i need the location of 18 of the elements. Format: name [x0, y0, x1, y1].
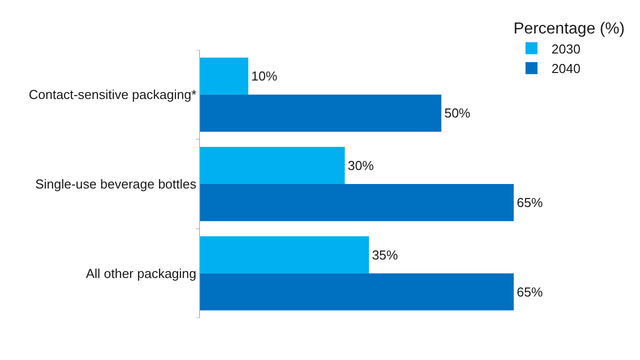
- bar: [200, 273, 514, 310]
- data-label: 35%: [372, 247, 398, 262]
- data-label: 65%: [516, 195, 544, 210]
- data-label: 50%: [444, 106, 471, 121]
- y-tick-label: Single-use beverage bottles: [35, 176, 197, 192]
- bar: [200, 58, 248, 95]
- legend-label: 2040: [552, 61, 580, 76]
- bar: [200, 236, 369, 274]
- bar: [200, 184, 514, 222]
- data-label: 65%: [516, 284, 544, 300]
- legend-title: Percentage (%): [514, 20, 625, 38]
- data-label: 30%: [348, 158, 374, 173]
- y-tick-label: All other packaging: [86, 266, 196, 281]
- data-label: 10%: [251, 68, 278, 84]
- legend-label: 2030: [552, 41, 580, 56]
- y-tick-label: Contact-sensitive packaging*: [28, 87, 196, 102]
- bar: [200, 94, 442, 132]
- bar: [200, 146, 345, 184]
